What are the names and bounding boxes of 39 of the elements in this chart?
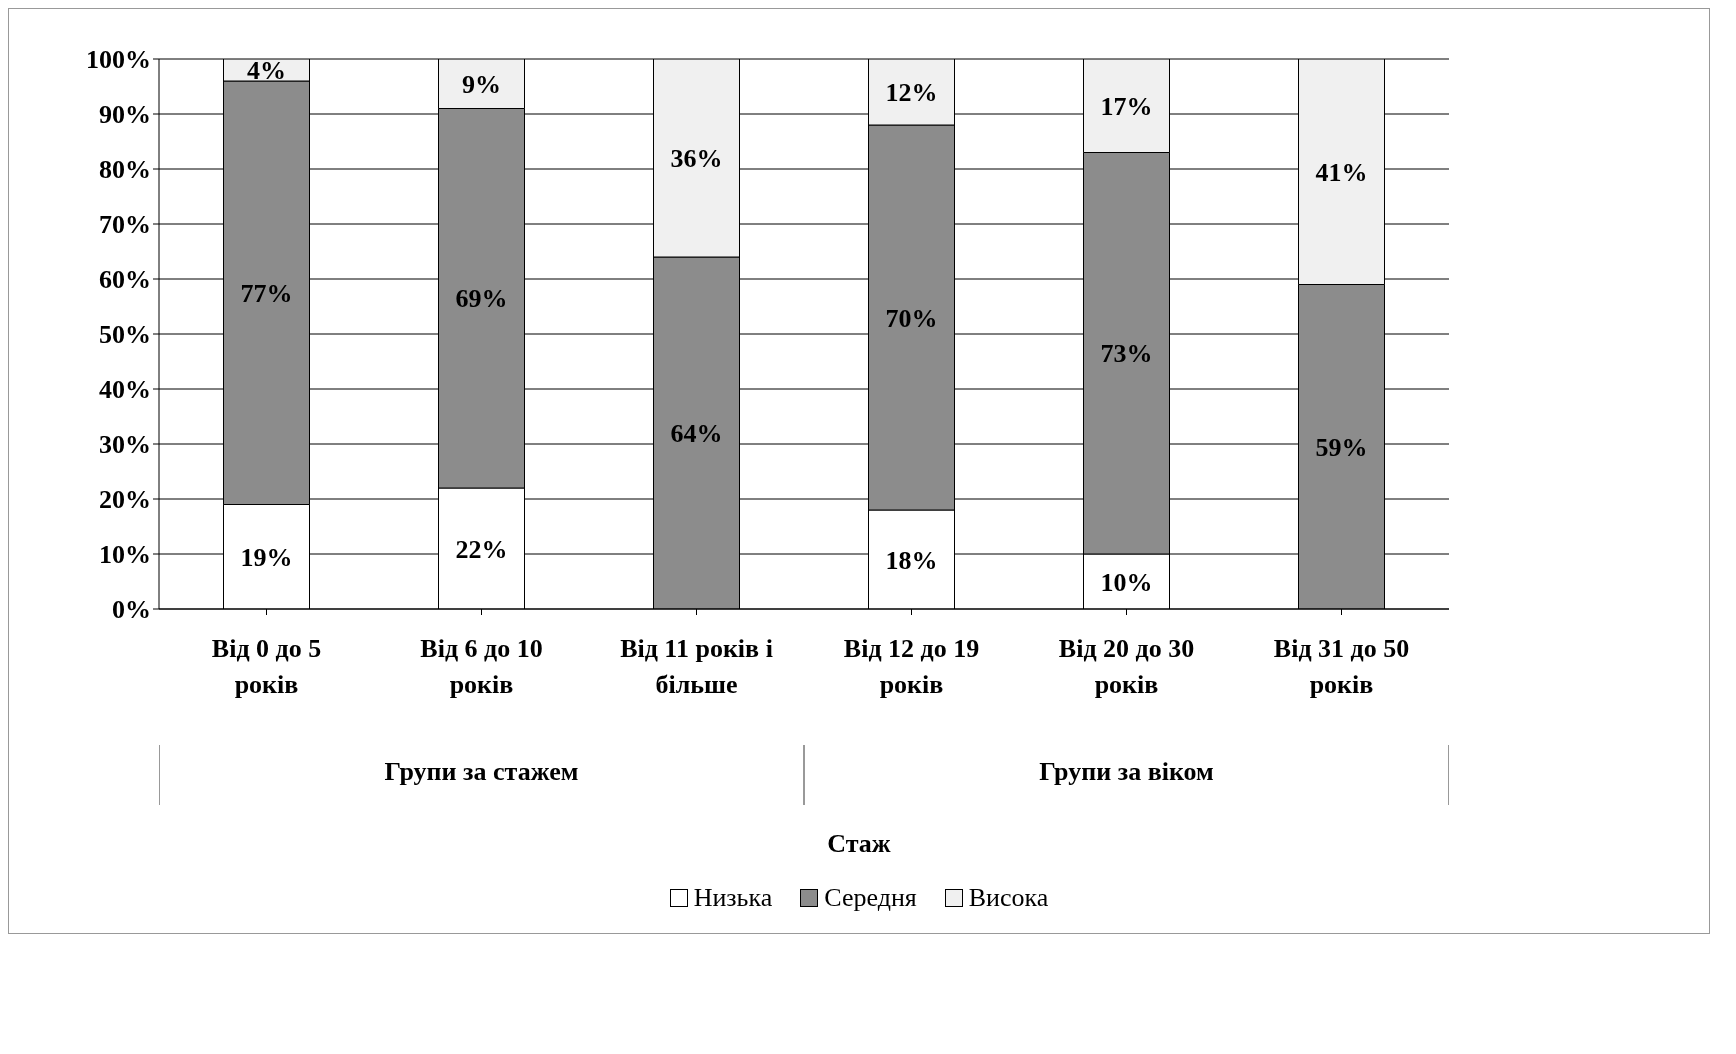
data-label: 4%	[247, 56, 286, 85]
y-tick-label: 30%	[99, 430, 151, 460]
x-tick-label: Від 12 до 19 років	[843, 634, 980, 699]
x-tick-label: Від 31 до 50 років	[1273, 634, 1410, 699]
y-tick-label: 90%	[99, 100, 151, 130]
data-label: 17%	[1100, 91, 1153, 121]
legend-label: Середня	[823, 883, 917, 913]
y-tick-label: 20%	[99, 485, 151, 515]
x-axis-title: Стаж	[826, 829, 892, 859]
data-label: 41%	[1315, 157, 1368, 187]
data-label: 73%	[1100, 339, 1153, 369]
data-label: 18%	[885, 545, 938, 575]
x-tick-label: Від 20 до 30 років	[1058, 634, 1195, 699]
x-tick-label: Від 6 до 10 років	[420, 634, 543, 699]
y-tick-label: 100%	[86, 45, 151, 75]
data-label: 10%	[1100, 567, 1153, 597]
data-label: 36%	[670, 144, 723, 173]
data-label: 19%	[240, 542, 293, 572]
legend-label: Висока	[967, 883, 1049, 913]
x-tick-label: Від 11 років і більше	[620, 634, 773, 699]
data-label: 22%	[455, 534, 508, 564]
y-tick-label: 70%	[99, 210, 151, 240]
y-tick-label: 10%	[99, 540, 151, 570]
text: Групи за віком	[804, 745, 1449, 805]
y-tick-label: 0%	[112, 595, 151, 625]
data-label: 77%	[240, 278, 293, 308]
x-tick-label: Від 0 до 5 років	[211, 634, 322, 699]
y-tick-label: 50%	[99, 320, 151, 350]
legend-label: Низька	[692, 883, 773, 913]
data-label: 12%	[885, 78, 938, 107]
data-label: 64%	[670, 419, 723, 448]
data-label: 9%	[462, 69, 501, 99]
data-label: 70%	[885, 303, 938, 333]
y-tick-label: 80%	[99, 155, 151, 185]
text: Групи за стажем	[159, 745, 804, 805]
y-tick-label: 40%	[99, 375, 151, 405]
data-label: 59%	[1315, 432, 1368, 462]
data-label: 69%	[455, 284, 508, 314]
y-tick-label: 60%	[99, 265, 151, 295]
